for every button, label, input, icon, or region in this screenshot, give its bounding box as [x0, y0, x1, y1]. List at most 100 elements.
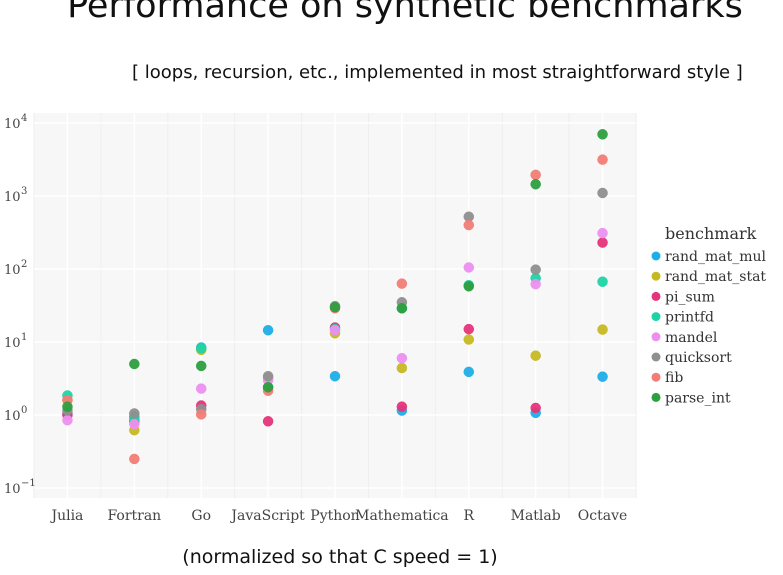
x-tick-label: R	[464, 508, 475, 524]
x-tick-label: Mathematica	[355, 508, 449, 524]
legend-swatch	[651, 332, 661, 342]
data-point-rand_mat_mul	[597, 371, 608, 382]
data-point-quicksort	[262, 370, 274, 382]
data-point-rand_mat_mul	[262, 324, 274, 336]
x-tick-label: Go	[191, 508, 211, 524]
data-point-parse_int	[329, 301, 341, 313]
data-point-parse_int	[463, 281, 475, 292]
y-tick-label: 10 4	[4, 113, 27, 132]
data-point-rand_mat_stat	[597, 324, 608, 335]
y-tick-exponent: 3	[21, 186, 27, 197]
data-point-rand_mat_mul	[329, 370, 341, 382]
data-point-quicksort	[129, 408, 140, 419]
y-tick-base: 10	[4, 190, 21, 205]
chart-title: Performance on synthetic benchmarks	[67, 0, 743, 26]
data-point-pi_sum	[262, 416, 274, 427]
data-point-mandel	[195, 383, 207, 394]
data-point-quicksort	[530, 264, 541, 275]
y-tick-exponent: 1	[21, 332, 27, 343]
data-point-mandel	[597, 227, 608, 239]
data-point-mandel	[396, 352, 408, 364]
legend-label: rand_mat_mul	[665, 249, 767, 265]
y-tick-label: 10 1	[4, 332, 27, 351]
data-point-printfd	[597, 276, 608, 287]
legend-swatch	[651, 251, 661, 261]
legend-item-fib: fib	[651, 370, 683, 386]
x-axis-ticks: Julia Fortran Go JavaScript PythonMathematic…	[49, 508, 627, 524]
legend-label: quicksort	[665, 350, 732, 366]
data-point-rand_mat_stat	[530, 350, 541, 361]
data-point-fib	[530, 169, 541, 181]
data-point-parse_int	[195, 360, 207, 372]
legend-swatch	[651, 312, 661, 322]
data-point-parse_int	[262, 381, 274, 393]
data-point-rand_mat_stat	[463, 334, 475, 345]
x-axis-label: (normalized so that C speed = 1)	[182, 546, 498, 568]
y-tick-label: 10 0	[4, 405, 27, 424]
data-point-mandel	[129, 418, 140, 430]
data-point-pi_sum	[396, 401, 408, 412]
data-point-rand_mat_stat	[396, 362, 408, 374]
data-point-mandel	[463, 262, 475, 273]
x-tick-label: JavaScript	[229, 508, 305, 524]
data-point-pi_sum	[530, 402, 541, 414]
y-tick-base: 10	[4, 263, 21, 278]
data-point-mandel	[530, 278, 541, 290]
data-point-mandel	[62, 414, 73, 426]
legend-item-quicksort: quicksort	[651, 350, 732, 366]
data-point-fib	[463, 219, 475, 231]
data-point-pi_sum	[597, 237, 608, 248]
x-tick-label: Julia	[49, 508, 83, 524]
legend-title: benchmark	[665, 224, 757, 243]
legend-item-rand_mat_stat: rand_mat_stat	[651, 269, 766, 285]
data-point-fib	[396, 278, 408, 289]
y-tick-label: 10 3	[4, 186, 27, 205]
y-tick-exponent: 4	[21, 113, 27, 124]
legend-swatch	[651, 291, 661, 301]
data-point-parse_int	[396, 302, 408, 314]
data-points	[62, 129, 608, 465]
legend-item-mandel: mandel	[651, 330, 718, 346]
data-point-fib	[597, 154, 608, 165]
legend-item-rand_mat_mul: rand_mat_mul	[651, 249, 767, 265]
data-point-fib	[129, 453, 140, 465]
legend-item-pi_sum: pi_sum	[651, 289, 715, 305]
data-point-parse_int	[530, 178, 541, 190]
legend-swatch	[651, 392, 661, 402]
x-tick-label: Fortran	[107, 508, 161, 524]
legend-label: printfd	[665, 310, 714, 326]
data-point-mandel	[329, 324, 341, 336]
y-tick-label: 10 −1	[4, 478, 36, 497]
legend-label: mandel	[665, 330, 718, 346]
x-tick-label: Python	[310, 508, 359, 524]
legend-item-printfd: printfd	[651, 310, 714, 326]
legend-label: pi_sum	[665, 289, 715, 305]
y-tick-exponent: −1	[21, 478, 36, 489]
y-tick-base: 10	[4, 482, 21, 497]
legend-label: rand_mat_stat	[665, 269, 766, 285]
legend-label: fib	[665, 370, 683, 386]
legend-swatch	[651, 372, 661, 382]
legend-swatch	[651, 352, 661, 362]
x-tick-label: Matlab	[511, 508, 561, 524]
y-tick-base: 10	[4, 117, 21, 132]
chart-subtitle: [ loops, recursion, etc., implemented in…	[132, 62, 743, 83]
y-tick-base: 10	[4, 336, 21, 351]
y-tick-base: 10	[4, 409, 21, 424]
y-tick-exponent: 2	[21, 259, 27, 270]
data-point-parse_int	[129, 358, 140, 370]
data-point-rand_mat_mul	[463, 366, 475, 378]
legend-swatch	[651, 271, 661, 281]
legend: benchmark rand_mat_mul rand_mat_stat pi_su…	[651, 224, 767, 406]
data-point-parse_int	[62, 401, 73, 412]
legend-label: parse_int	[665, 390, 731, 406]
y-tick-label: 10 2	[4, 259, 27, 278]
x-tick-label: Octave	[578, 508, 628, 524]
data-point-parse_int	[597, 129, 608, 140]
data-point-fib	[195, 409, 207, 420]
y-tick-exponent: 0	[21, 405, 27, 416]
data-point-pi_sum	[463, 323, 475, 335]
data-point-printfd	[195, 343, 207, 354]
